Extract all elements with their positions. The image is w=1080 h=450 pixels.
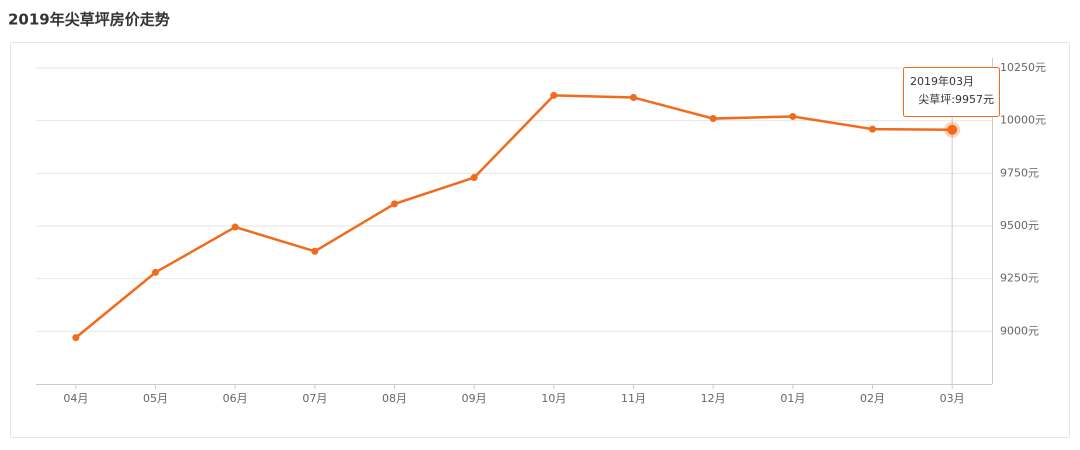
point [470,174,478,182]
x-tick-label: 11月 [621,392,646,405]
x-tick-label: 06月 [223,392,248,405]
y-tick-label: 10000元 [1000,114,1046,127]
x-tick-label: 12月 [701,392,726,405]
x-tick-label: 10月 [541,392,566,405]
point [550,91,558,99]
point [709,115,717,123]
y-tick-label: 9750元 [1000,166,1039,179]
x-tick-label: 08月 [382,392,407,405]
x-tick-label: 04月 [63,392,88,405]
tooltip [903,67,1000,117]
point [152,268,159,276]
x-tick-label: 03月 [940,392,965,405]
x-tick-label: 07月 [302,392,327,405]
chart-title: 2019年尖草坪房价走势 [8,11,170,29]
point [311,247,319,255]
point [72,334,80,342]
y-tick-label: 9000元 [1000,324,1039,337]
tooltip-text: 尖草坪:9957元 [918,93,994,106]
x-tick-label: 05月 [143,392,168,405]
y-tick-label: 10250元 [1000,61,1046,74]
tooltip-title: 2019年03月 [910,74,974,88]
point [391,200,398,208]
x-tick-label: 01月 [780,392,805,405]
x-tick-label: 02月 [860,392,885,405]
panel [10,42,1070,438]
point [630,93,637,101]
x-tick-label: 09月 [462,392,487,405]
y-tick-label: 9250元 [1000,272,1039,285]
point [947,124,958,135]
line [75,94,953,339]
point [789,112,797,120]
y-tick-label: 9500元 [1000,219,1039,232]
point [869,125,876,133]
point [231,223,239,231]
